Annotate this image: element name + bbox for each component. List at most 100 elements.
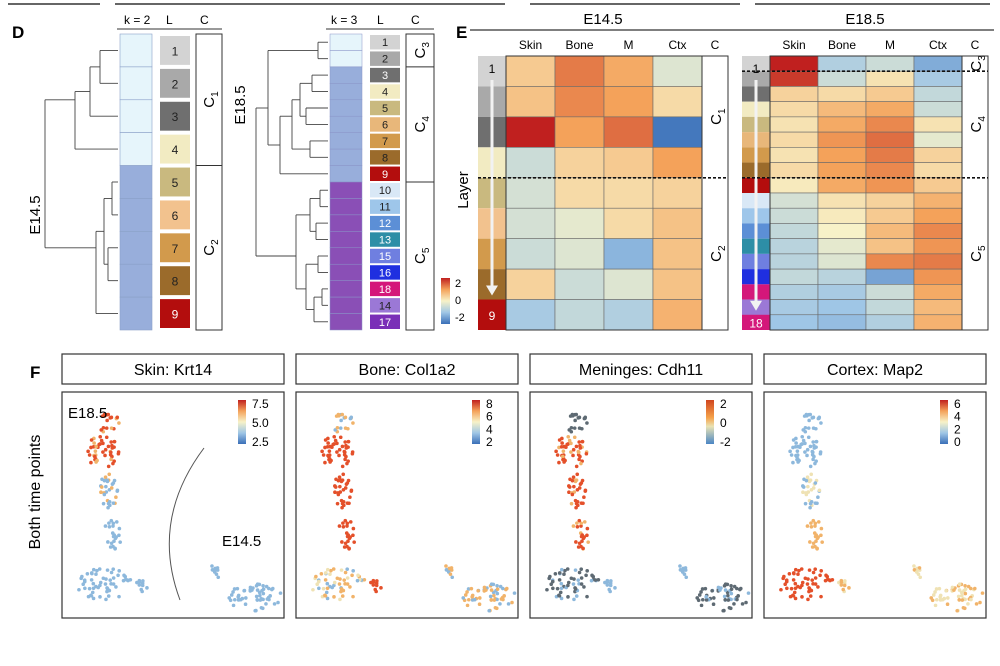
umap-point [102, 478, 107, 483]
umap-point [783, 582, 788, 587]
umap-point [345, 544, 349, 549]
umap-point [805, 453, 809, 458]
umap-point [830, 577, 835, 582]
umap-point [489, 597, 494, 602]
umap-point [557, 594, 562, 598]
umap-point [813, 524, 817, 528]
umap-point [258, 598, 263, 602]
umap-point [99, 438, 104, 443]
umap-point [97, 442, 101, 447]
e185-k-cell [329, 83, 363, 101]
umap-point [800, 434, 805, 439]
umap-point [243, 602, 248, 607]
umap-point [570, 492, 575, 497]
e185-layer-cell [370, 265, 400, 280]
umap-point [805, 524, 810, 528]
umap-point [337, 475, 342, 479]
umap-point [345, 567, 350, 571]
e145-heatmap-heat-cell [505, 147, 556, 179]
umap-point [94, 572, 98, 577]
umap-point [344, 454, 348, 459]
panel-f-letter: F [30, 363, 40, 382]
umap-point [917, 566, 922, 570]
e185-layer-number: 8 [382, 152, 388, 164]
e145-heatmap-heat-cell [554, 238, 605, 270]
umap-point [570, 478, 575, 483]
umap-point [335, 501, 340, 506]
umap-point [345, 501, 350, 505]
e145-heatmap-heat-cell [652, 238, 703, 270]
umap-point [343, 486, 348, 490]
panel-d-letter: D [12, 23, 24, 42]
umap-point [799, 567, 804, 571]
umap-point [966, 602, 970, 606]
umap-point [813, 461, 817, 466]
e185-heatmap-heat-cell [913, 207, 963, 224]
umap-point [339, 418, 343, 423]
umap-point [607, 587, 612, 592]
umap-point [813, 576, 818, 580]
umap-point [789, 453, 794, 457]
umap-point [565, 567, 570, 571]
e185-k-cell [329, 263, 363, 281]
heatmap-colorbar [441, 278, 450, 324]
umap-point [819, 594, 823, 599]
umap-point [89, 460, 93, 465]
umap-point [332, 580, 337, 585]
umap-point [803, 450, 807, 454]
umap-point [580, 439, 585, 444]
e145-layer-cell [160, 167, 190, 197]
umap-point [589, 578, 594, 583]
e145-heatmap-heat-cell [603, 299, 654, 331]
umap-point [684, 575, 689, 580]
e185-heatmap-heat-cell [913, 86, 963, 102]
umap-point [945, 602, 950, 607]
umap-point [566, 595, 570, 599]
e185-heatmap-heat-cell [817, 55, 867, 72]
umap-point [695, 596, 700, 600]
umap-point [918, 575, 923, 580]
e185-layer-cell [370, 281, 400, 297]
umap-point [968, 586, 973, 591]
e185-heatmap-heat-cell [769, 238, 819, 255]
e185-layer-cell [370, 298, 400, 313]
e185-heatmap-cluster-c3: C3 [968, 55, 988, 72]
umap-point [242, 588, 246, 593]
umap-point [140, 583, 145, 588]
umap-point [819, 533, 823, 538]
umap-point [338, 484, 342, 489]
umap-point [341, 525, 346, 529]
umap-point [343, 415, 348, 420]
umap-point [805, 475, 810, 479]
e145-cluster-c2: C2 [201, 239, 221, 256]
umap-point [111, 501, 116, 505]
e145-c-header: C [200, 13, 209, 27]
umap-point [117, 594, 121, 599]
umap-point [341, 472, 346, 477]
e185-heatmap-heat-cell [865, 238, 915, 255]
umap-point [590, 573, 594, 578]
umap-point [585, 526, 590, 531]
e185-heatmap-heat-cell [769, 192, 819, 209]
e185-heatmap-heat-cell [817, 101, 867, 118]
heatmap-colorbar-tick: 0 [455, 295, 461, 307]
umap-point [567, 438, 572, 443]
umap-point [572, 426, 577, 430]
e145-heatmap-heat-cell [603, 55, 654, 87]
umap-point [321, 453, 326, 457]
e145-k-cell [119, 132, 153, 166]
umap-point [916, 572, 921, 576]
e145-heatmap-heat-cell [505, 268, 556, 300]
umap-point [255, 582, 260, 587]
umap-point [582, 520, 587, 524]
umap-point [210, 568, 215, 572]
umap-point [842, 583, 847, 588]
umap-point [337, 582, 342, 586]
umap-point [712, 596, 716, 600]
umap-point [791, 571, 796, 575]
e145-heatmap-title: E14.5 [583, 11, 622, 28]
e145-layer-cell [160, 36, 190, 65]
umap-point [210, 564, 214, 568]
umap-point [248, 585, 253, 590]
umap-point [782, 574, 786, 579]
